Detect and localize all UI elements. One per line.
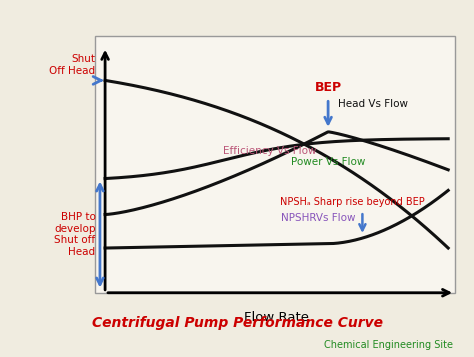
Text: NPSHₐ Sharp rise beyond BEP: NPSHₐ Sharp rise beyond BEP [280,197,425,207]
Text: NPSHRVs Flow: NPSHRVs Flow [281,213,355,223]
Text: Flow Rate: Flow Rate [244,311,309,324]
Text: Shut
Off Head: Shut Off Head [49,54,95,76]
Text: Chemical Engineering Site: Chemical Engineering Site [324,340,453,350]
Text: BEP: BEP [315,81,342,94]
Text: Efficiency Vs Flow: Efficiency Vs Flow [223,146,317,156]
Text: Centrifugal Pump Performance Curve: Centrifugal Pump Performance Curve [91,316,383,330]
Text: Power Vs Flow: Power Vs Flow [291,157,365,167]
Text: BHP to
develop
Shut off
Head: BHP to develop Shut off Head [54,212,95,257]
Text: Head Vs Flow: Head Vs Flow [337,99,408,109]
